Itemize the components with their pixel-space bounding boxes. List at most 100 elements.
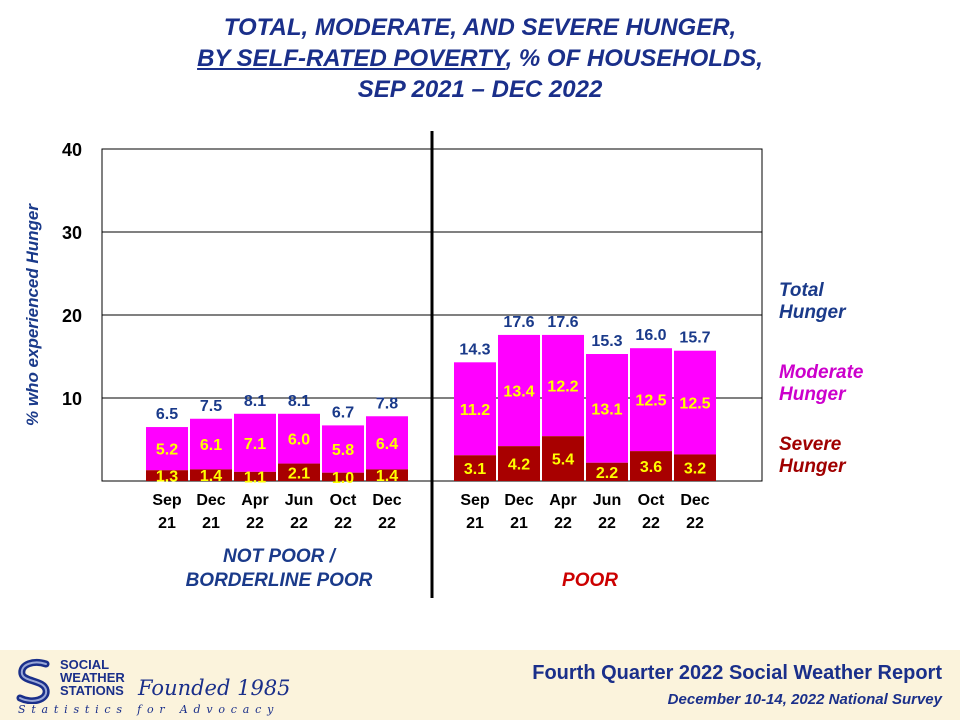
label-moderate-g0-0: 5.2 [156,442,178,459]
bar-moderate-g0-5 [366,416,408,470]
x-tick-month-g0-2: Apr [241,492,269,509]
label-severe-g0-0: 1.3 [156,469,178,486]
label-moderate-g0-3: 6.0 [288,432,310,449]
bar-moderate-g0-2 [234,413,276,472]
label-moderate-g0-1: 6.1 [200,437,222,454]
x-tick-month-g0-0: Sep [152,492,182,509]
title-line-1: TOTAL, MODERATE, AND SEVERE HUNGER, [223,14,737,41]
bar-severe-g0-1 [190,469,232,481]
bar-severe-g0-3 [278,463,320,481]
bar-moderate-g1-2 [542,334,584,437]
title-line-2: BY SELF-RATED POVERTY, % OF HOUSEHOLDS, [0,43,960,74]
logo-line-1: SOCIAL [60,657,110,672]
y-tick-label-10: 10 [62,389,82,409]
label-severe-g0-5: 1.4 [376,468,398,485]
bar-severe-g1-1 [498,446,540,481]
title-line-2-rest: , % OF HOUSEHOLDS, [505,45,763,72]
label-severe-g0-2: 1.1 [244,469,266,486]
x-tick-year-g0-4: 22 [334,515,352,532]
legend-moderate: Moderate Hunger [779,362,864,405]
bar-severe-g1-5 [674,454,716,481]
bar-moderate-g1-5 [674,350,716,455]
y-tick-label-30: 30 [62,223,82,243]
bar-severe-g1-2 [542,436,584,481]
x-tick-month-g0-3: Jun [285,492,313,509]
label-moderate-g1-2: 12.2 [547,379,578,396]
founded-signature: Founded 1985 [138,676,291,700]
label-total-g1-3: 15.3 [591,333,622,350]
group-label-poor: POOR [562,570,618,591]
x-tick-year-g1-4: 22 [642,515,660,532]
label-total-g0-2: 8.1 [244,393,266,410]
label-moderate-g0-5: 6.4 [376,436,398,453]
title-line-3: SEP 2021 – DEC 2022 [357,76,603,103]
bar-moderate-g0-4 [322,425,364,473]
x-tick-month-g1-1: Dec [504,492,533,509]
y-tick-label-20: 20 [62,306,82,326]
label-moderate-g1-3: 13.1 [591,401,622,418]
x-tick-month-g1-3: Jun [593,492,621,509]
bar-severe-g0-0 [146,470,188,481]
title-line-2-underlined: BY SELF-RATED POVERTY [197,45,506,72]
label-moderate-g0-2: 7.1 [244,436,266,453]
label-total-g1-1: 17.6 [503,314,534,331]
logo-line-3: STATIONS [60,683,124,698]
label-severe-g1-2: 5.4 [552,452,574,469]
y-axis-label: % who experienced Hunger [23,203,42,426]
y-tick-label-40: 40 [62,140,82,160]
label-severe-g1-4: 3.6 [640,459,662,476]
label-total-g1-5: 15.7 [679,330,710,347]
bar-severe-g0-2 [234,471,276,481]
label-severe-g0-3: 2.1 [288,465,310,482]
x-tick-month-g1-0: Sep [460,492,490,509]
x-tick-month-g1-4: Oct [638,492,665,509]
label-severe-g1-0: 3.1 [464,461,486,478]
footer: SOCIAL WEATHER STATIONS Founded 1985 Sta… [0,650,960,720]
bar-severe-g0-5 [366,469,408,481]
bar-severe-g1-0 [454,455,496,481]
tagline: Statistics for Advocacy [18,703,280,716]
label-moderate-g1-1: 13.4 [503,384,534,401]
report-title: Fourth Quarter 2022 Social Weather Repor… [532,662,942,684]
label-severe-g1-1: 4.2 [508,457,530,474]
label-moderate-g1-0: 11.2 [460,402,490,419]
label-severe-g1-5: 3.2 [684,461,706,478]
x-tick-year-g1-3: 22 [598,515,616,532]
x-tick-year-g1-2: 22 [554,515,572,532]
group-label-not-poor-line-2: BORDERLINE POOR [186,570,373,591]
label-total-g1-4: 16.0 [635,327,666,344]
bar-severe-g1-3 [586,462,628,481]
label-moderate-g1-5: 12.5 [679,396,710,413]
logo-line-2: WEATHER [60,670,125,685]
x-tick-month-g0-1: Dec [196,492,225,509]
sws-logo-icon [16,658,50,704]
sws-logo-text: SOCIAL WEATHER STATIONS [60,658,125,697]
bar-moderate-g1-3 [586,354,628,463]
x-tick-month-g0-5: Dec [372,492,401,509]
x-tick-month-g1-2: Apr [549,492,577,509]
label-total-g0-4: 6.7 [332,404,354,421]
x-tick-year-g0-3: 22 [290,515,308,532]
label-severe-g1-3: 2.2 [596,465,618,482]
label-total-g1-2: 17.6 [547,314,578,331]
bar-moderate-g0-3 [278,413,320,464]
label-severe-g0-1: 1.4 [200,468,222,485]
report-subtitle: December 10-14, 2022 National Survey [667,691,942,708]
label-total-g0-3: 8.1 [288,393,310,410]
x-tick-year-g0-0: 21 [158,515,176,532]
group-label-not-poor-line-1: NOT POOR / [223,546,337,567]
bar-severe-g0-4 [322,472,364,481]
label-total-g1-0: 14.3 [459,341,490,358]
x-tick-year-g1-1: 21 [510,515,528,532]
x-tick-year-g0-5: 22 [378,515,396,532]
bar-severe-g1-4 [630,451,672,481]
label-total-g0-5: 7.8 [376,395,398,412]
label-total-g0-0: 6.5 [156,406,178,423]
x-tick-month-g0-4: Oct [330,492,357,509]
x-tick-year-g0-1: 21 [202,515,220,532]
bar-moderate-g1-1 [498,334,540,447]
bar-moderate-g0-1 [190,418,232,470]
label-moderate-g1-4: 12.5 [635,393,666,410]
label-moderate-g0-4: 5.8 [332,442,354,459]
x-tick-month-g1-5: Dec [680,492,709,509]
